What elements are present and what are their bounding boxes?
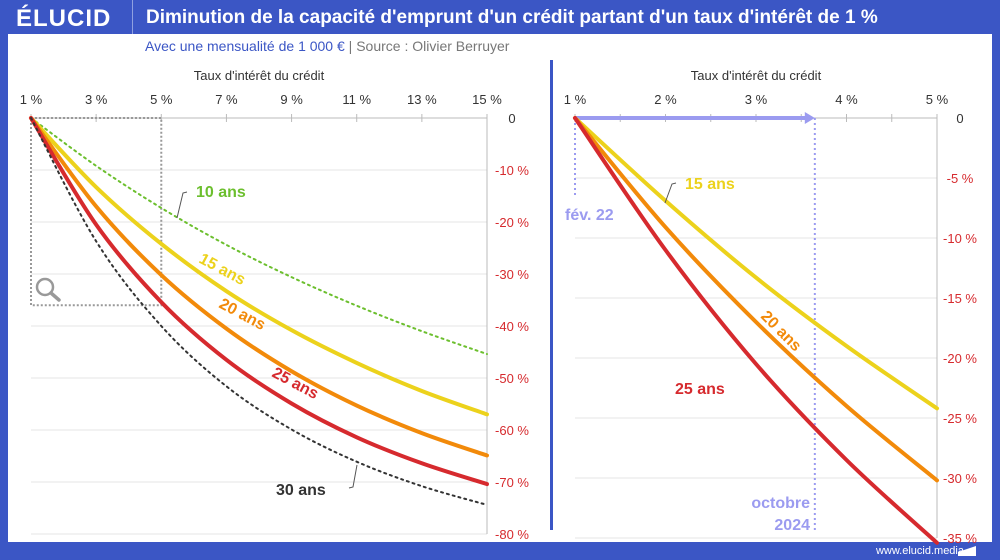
x-axis-title: Taux d'intérêt du crédit: [691, 68, 822, 83]
x-tick-label: 3 %: [745, 92, 768, 107]
y-tick-label: -60 %: [495, 423, 529, 438]
header-separator: [132, 0, 133, 34]
y-tick-label: -70 %: [495, 475, 529, 490]
series-label: 25 ans: [675, 381, 725, 398]
x-tick-label: 4 %: [835, 92, 858, 107]
magnifier-handle: [49, 291, 61, 302]
series-label: 15 ans: [196, 251, 248, 289]
y-tick-label: -25 %: [943, 411, 977, 426]
series-line-20-ans: [573, 116, 939, 483]
chart-panel: [8, 34, 992, 542]
right-chart: Taux d'intérêt du crédit 0 -5 % -10 % -15 % -…: [564, 68, 978, 546]
x-tick-label: 1 %: [20, 92, 43, 107]
footer-url: www.elucid.media: [875, 545, 964, 557]
x-tick-label: 11 %: [342, 92, 371, 107]
zoom-box: [30, 117, 163, 307]
magnifier-icon: [35, 277, 61, 302]
label-leader-line: [664, 182, 677, 204]
magnifier-lens: [35, 277, 55, 297]
y-tick-label: -5 %: [947, 171, 974, 186]
x-tick-label: 13 %: [407, 92, 437, 107]
series-label: 10 ans: [196, 184, 246, 201]
y-tick-label: -50 %: [495, 371, 529, 386]
footer-flag-icon: [958, 546, 976, 556]
series-line-15-ans: [29, 116, 489, 417]
series-line-25-ans: [573, 116, 939, 545]
label-leader-line: [176, 191, 188, 219]
x-tick-label: 1 %: [564, 92, 587, 107]
feb-22-label: fév. 22: [565, 207, 614, 224]
y-tick-label: -10 %: [495, 163, 529, 178]
series-line-25-ans: [29, 116, 489, 487]
y-tick-label: -80 %: [495, 527, 529, 542]
series-label: 25 ans: [269, 365, 321, 403]
x-tick-label: 5 %: [150, 92, 173, 107]
series-line-20-ans: [29, 116, 489, 458]
label-leader-line: [348, 464, 358, 489]
x-tick-label: 7 %: [215, 92, 238, 107]
subtitle-text: Avec une mensualité de 1 000 €: [145, 38, 345, 54]
x-tick-label: 5 %: [926, 92, 949, 107]
y-tick-label: -35 %: [943, 531, 977, 546]
series-label: 30 ans: [276, 482, 326, 499]
y-tick-label: 0: [508, 111, 515, 126]
chart-title: Diminution de la capacité d'emprunt d'un…: [146, 7, 878, 28]
left-chart: Taux d'intérêt du crédit 0 -10 % -20 % -30 %…: [20, 68, 530, 542]
y-tick-label: -20 %: [943, 351, 977, 366]
series-label: 15 ans: [685, 176, 735, 193]
x-axis-title: Taux d'intérêt du crédit: [194, 68, 325, 83]
source-text: Source : Olivier Berruyer: [356, 38, 510, 54]
elucid-logo: ÉLUCID: [16, 5, 112, 32]
y-tick-label: -40 %: [495, 319, 529, 334]
x-tick-label: 3 %: [85, 92, 108, 107]
y-tick-label: -30 %: [943, 471, 977, 486]
x-tick-label: 9 %: [280, 92, 303, 107]
y-tick-label: 0: [956, 111, 963, 126]
x-tick-label: 2 %: [654, 92, 677, 107]
oct-2024-year-label: 2024: [774, 517, 810, 534]
y-tick-label: -30 %: [495, 267, 529, 282]
y-tick-label: -15 %: [943, 291, 977, 306]
y-tick-label: -10 %: [943, 231, 977, 246]
series-line-10-ans: [30, 117, 488, 356]
subtitle-separator: |: [348, 38, 353, 54]
arrow-head-icon: [804, 112, 815, 124]
x-tick-label: 15 %: [472, 92, 502, 107]
chart-divider: [550, 60, 553, 530]
oct-2024-label: octobre: [751, 495, 810, 512]
series-line-30-ans: [30, 117, 488, 506]
series-line-15-ans: [573, 116, 939, 411]
y-tick-label: -20 %: [495, 215, 529, 230]
chart-subtitle: Avec une mensualité de 1 000 € | Source …: [145, 38, 509, 54]
